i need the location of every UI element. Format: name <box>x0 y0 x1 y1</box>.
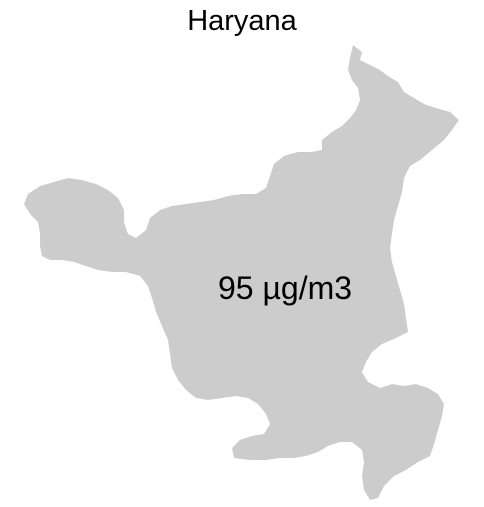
map-title: Haryana <box>187 5 297 37</box>
region-shape-haryana[interactable] <box>24 45 459 500</box>
region-value-label: 95 µg/m3 <box>217 270 353 306</box>
